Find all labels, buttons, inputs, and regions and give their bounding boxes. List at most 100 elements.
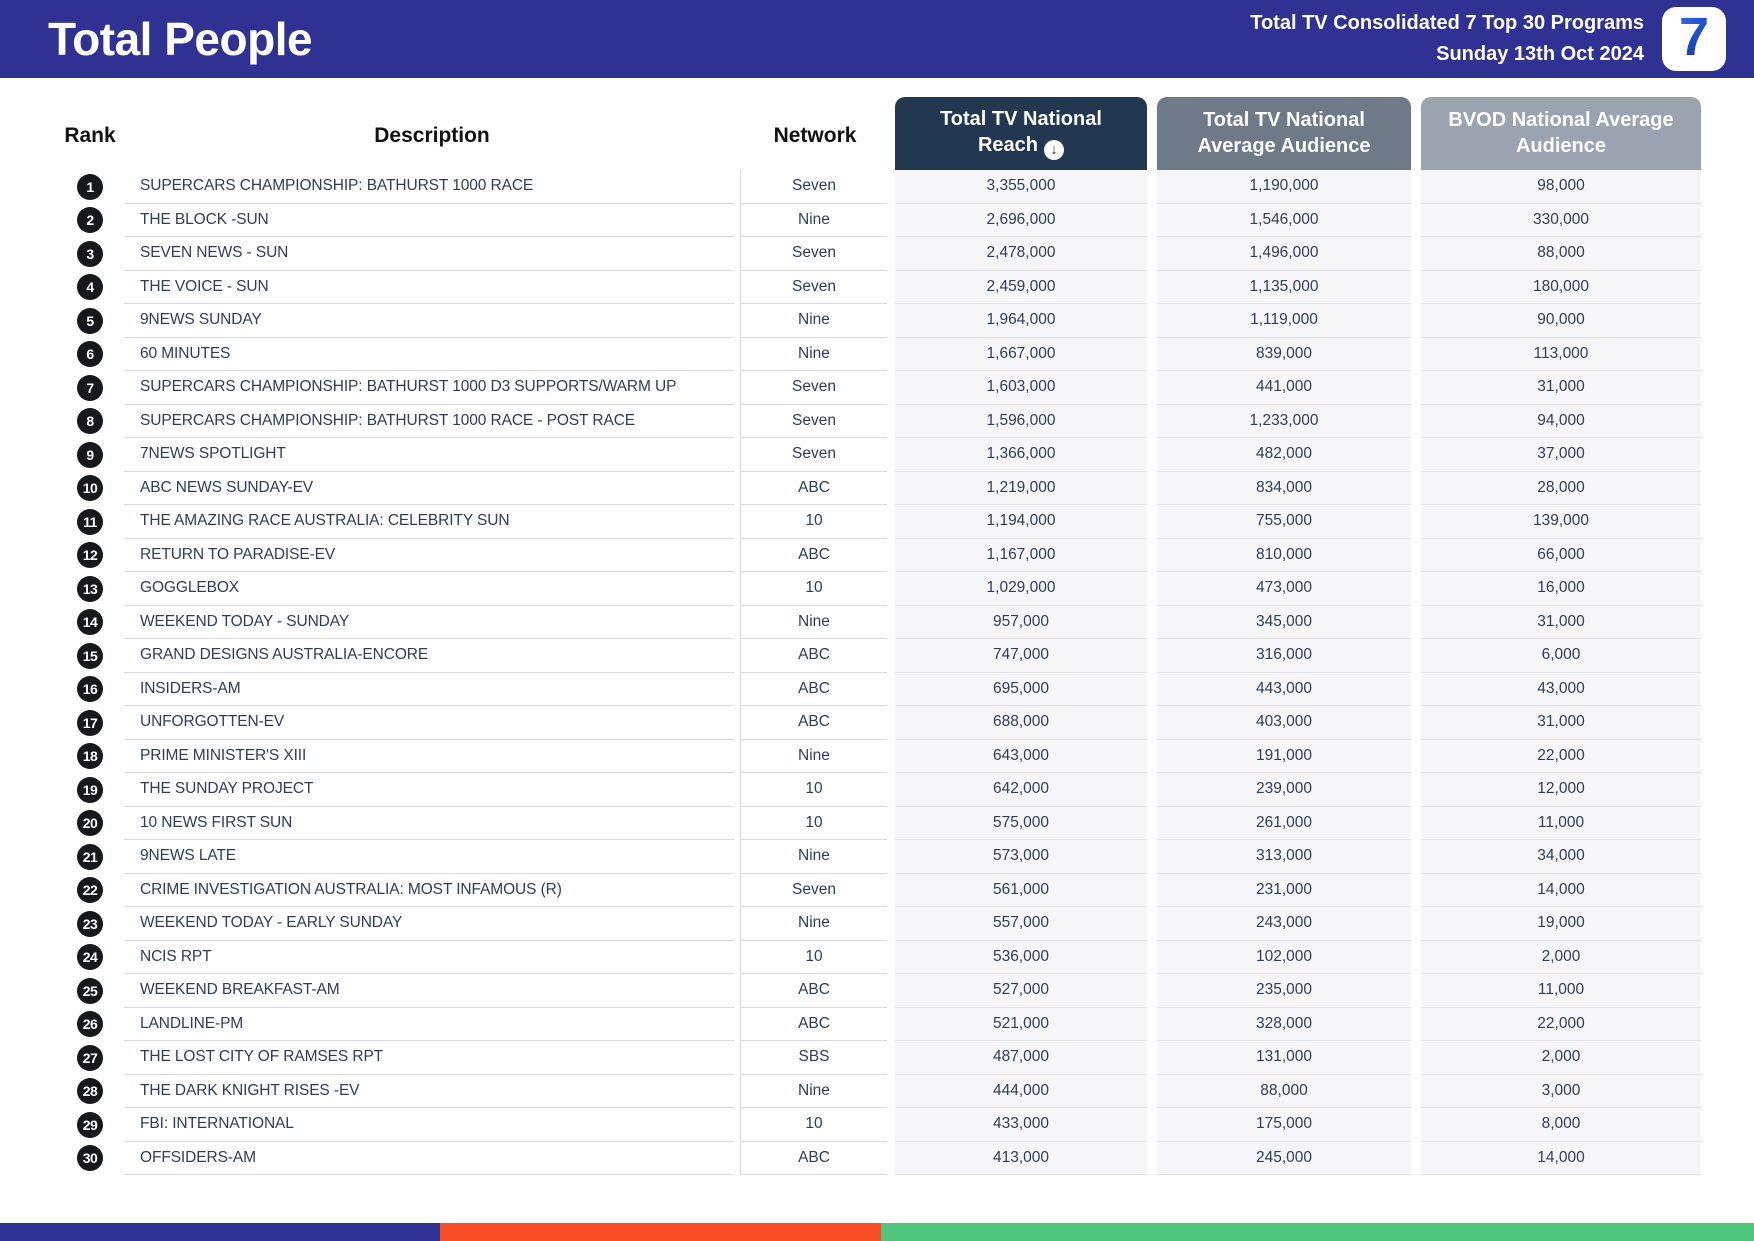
network-cell: Seven	[740, 438, 887, 472]
column-header-reach[interactable]: Total TV National Reach ↓	[895, 97, 1147, 170]
avg-audience-value: 403,000	[1157, 706, 1411, 740]
rank-badge: 5	[77, 307, 103, 334]
avg-audience-value-cell: 231,000	[1152, 873, 1416, 907]
rank-badge: 12	[77, 542, 103, 569]
table-row: 16 INSIDERS-AM ABC 695,000 443,000 43,000	[0, 672, 1754, 707]
table-row: 14 WEEKEND TODAY - SUNDAY Nine 957,000 345,0…	[0, 605, 1754, 639]
bvod-audience-value-cell: 94,000	[1416, 404, 1706, 438]
avg-audience-value-cell: 1,546,000	[1152, 203, 1416, 237]
reach-value: 557,000	[895, 907, 1147, 941]
avg-audience-value-cell: 131,000	[1152, 1041, 1416, 1075]
avg-audience-value-cell: 261,000	[1152, 806, 1416, 840]
network-cell: Seven	[740, 404, 887, 438]
rank-cell: 25	[56, 974, 124, 1008]
bvod-audience-value-cell: 12,000	[1416, 773, 1706, 807]
rank-badge: 2	[77, 207, 103, 234]
bvod-audience-value: 94,000	[1421, 404, 1701, 438]
table-row: 10 ABC NEWS SUNDAY-EV ABC 1,219,000 834,000 2…	[0, 471, 1754, 506]
bvod-audience-value-cell: 28,000	[1416, 471, 1706, 505]
rank-badge: 25	[77, 977, 103, 1004]
bvod-audience-value-cell: 8,000	[1416, 1108, 1706, 1142]
program-description: THE AMAZING RACE AUSTRALIA: CELEBRITY SU…	[124, 505, 734, 539]
reach-value-cell: 433,000	[890, 1108, 1152, 1142]
network-cell: ABC	[740, 471, 887, 505]
bvod-audience-value-cell: 14,000	[1416, 1141, 1706, 1175]
program-description: THE SUNDAY PROJECT	[124, 773, 734, 807]
bvod-audience-value: 6,000	[1421, 639, 1701, 673]
rank-badge: 1	[77, 173, 103, 200]
program-description: 9NEWS SUNDAY	[124, 304, 734, 338]
reach-value: 561,000	[895, 873, 1147, 907]
reach-value: 487,000	[895, 1041, 1147, 1075]
reach-value-cell: 643,000	[890, 739, 1152, 773]
avg-audience-value: 235,000	[1157, 974, 1411, 1008]
reach-value: 1,029,000	[895, 572, 1147, 606]
bvod-audience-value: 2,000	[1421, 940, 1701, 974]
bvod-audience-value-cell: 6,000	[1416, 639, 1706, 673]
reach-value: 688,000	[895, 706, 1147, 740]
bvod-audience-value: 66,000	[1421, 538, 1701, 572]
avg-audience-value-cell: 313,000	[1152, 840, 1416, 874]
table-row: 21 9NEWS LATE Nine 573,000 313,000 34,000	[0, 840, 1754, 874]
bvod-audience-value-cell: 113,000	[1416, 337, 1706, 371]
network-cell: Nine	[740, 203, 887, 237]
rank-cell: 16	[56, 673, 124, 707]
rank-cell: 2	[56, 204, 124, 238]
program-description: GRAND DESIGNS AUSTRALIA-ENCORE	[124, 639, 734, 673]
rank-cell: 12	[56, 539, 124, 573]
rank-badge: 19	[77, 776, 103, 803]
reach-value: 575,000	[895, 806, 1147, 840]
table-row: 20 10 NEWS FIRST SUN 10 575,000 261,000 11,00…	[0, 806, 1754, 840]
rank-badge: 16	[77, 676, 103, 703]
rank-cell: 1	[56, 170, 124, 204]
bvod-audience-value-cell: 11,000	[1416, 806, 1706, 840]
seven-logo-glyph: 7	[1678, 7, 1710, 67]
seven-network-logo: 7	[1662, 7, 1726, 71]
avg-audience-value: 1,546,000	[1157, 203, 1411, 237]
avg-audience-value-cell: 482,000	[1152, 438, 1416, 472]
table-row: 29 FBI: INTERNATIONAL 10 433,000 175,000 8,00…	[0, 1108, 1754, 1142]
reach-value: 1,366,000	[895, 438, 1147, 472]
bvod-audience-value: 12,000	[1421, 773, 1701, 807]
rank-cell: 30	[56, 1142, 124, 1176]
bvod-audience-value: 2,000	[1421, 1041, 1701, 1075]
reach-value-cell: 413,000	[890, 1141, 1152, 1175]
reach-value: 2,459,000	[895, 270, 1147, 304]
avg-audience-value: 88,000	[1157, 1074, 1411, 1108]
rank-cell: 19	[56, 773, 124, 807]
table-row: 17 UNFORGOTTEN-EV ABC 688,000 403,000 31,000	[0, 706, 1754, 740]
reach-value-cell: 1,667,000	[890, 337, 1152, 371]
reach-value: 1,667,000	[895, 337, 1147, 371]
bvod-audience-value: 37,000	[1421, 438, 1701, 472]
bvod-audience-value: 14,000	[1421, 873, 1701, 907]
rank-cell: 4	[56, 271, 124, 305]
bvod-audience-value: 31,000	[1421, 706, 1701, 740]
programs-table: 1 SUPERCARS CHAMPIONSHIP: BATHURST 1000 R…	[0, 170, 1754, 1175]
avg-audience-value-cell: 1,119,000	[1152, 304, 1416, 338]
network-cell: ABC	[740, 672, 887, 706]
reach-value-cell: 2,478,000	[890, 237, 1152, 271]
avg-audience-value: 834,000	[1157, 471, 1411, 505]
avg-audience-value: 1,190,000	[1157, 170, 1411, 204]
reach-value: 527,000	[895, 974, 1147, 1008]
bvod-audience-value: 22,000	[1421, 739, 1701, 773]
bvod-audience-value: 43,000	[1421, 672, 1701, 706]
rank-badge: 21	[77, 843, 103, 870]
bvod-audience-value: 180,000	[1421, 270, 1701, 304]
bvod-audience-value: 88,000	[1421, 237, 1701, 271]
column-header-avg-audience[interactable]: Total TV National Average Audience	[1157, 97, 1411, 170]
reach-value-cell: 3,355,000	[890, 170, 1152, 204]
network-cell: 10	[740, 1108, 887, 1142]
network-cell: ABC	[740, 1141, 887, 1175]
rank-badge: 20	[77, 810, 103, 837]
reach-value-cell: 527,000	[890, 974, 1152, 1008]
avg-audience-value-cell: 1,496,000	[1152, 237, 1416, 271]
table-row: 5 9NEWS SUNDAY Nine 1,964,000 1,119,000 90,00…	[0, 304, 1754, 338]
rank-cell: 10	[56, 472, 124, 506]
program-description: SUPERCARS CHAMPIONSHIP: BATHURST 1000 RA…	[124, 170, 734, 204]
sort-descending-icon[interactable]: ↓	[1044, 139, 1065, 160]
column-header-bvod[interactable]: BVOD National Average Audience	[1421, 97, 1701, 170]
table-row: 13 GOGGLEBOX 10 1,029,000 473,000 16,000	[0, 572, 1754, 606]
avg-audience-value-cell: 441,000	[1152, 371, 1416, 405]
program-description: THE LOST CITY OF RAMSES RPT	[124, 1041, 734, 1075]
